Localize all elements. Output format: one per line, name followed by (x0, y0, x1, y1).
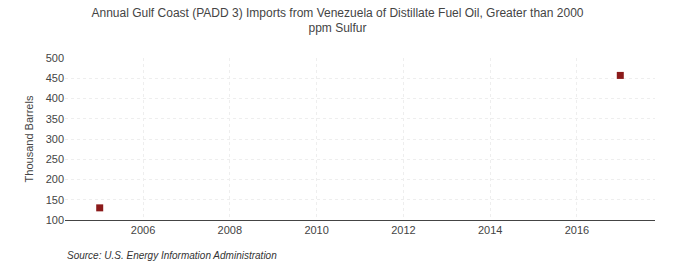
svg-text:150: 150 (46, 194, 64, 206)
svg-text:Annual Gulf Coast (PADD 3) Imp: Annual Gulf Coast (PADD 3) Imports from … (92, 6, 584, 36)
svg-text:200: 200 (46, 173, 64, 185)
svg-text:2012: 2012 (391, 224, 415, 236)
svg-text:100: 100 (46, 214, 64, 226)
svg-text:2014: 2014 (478, 224, 502, 236)
svg-text:350: 350 (46, 113, 64, 125)
svg-text:Source: U.S. Energy Informatio: Source: U.S. Energy Information Administ… (67, 250, 277, 261)
svg-text:2006: 2006 (131, 224, 155, 236)
svg-text:300: 300 (46, 133, 64, 145)
svg-text:500: 500 (46, 52, 64, 64)
svg-text:Thousand Barrels: Thousand Barrels (23, 95, 35, 182)
svg-text:2010: 2010 (304, 224, 328, 236)
svg-text:2016: 2016 (565, 224, 589, 236)
svg-text:400: 400 (46, 92, 64, 104)
svg-text:2008: 2008 (218, 224, 242, 236)
svg-text:450: 450 (46, 72, 64, 84)
svg-text:250: 250 (46, 153, 64, 165)
